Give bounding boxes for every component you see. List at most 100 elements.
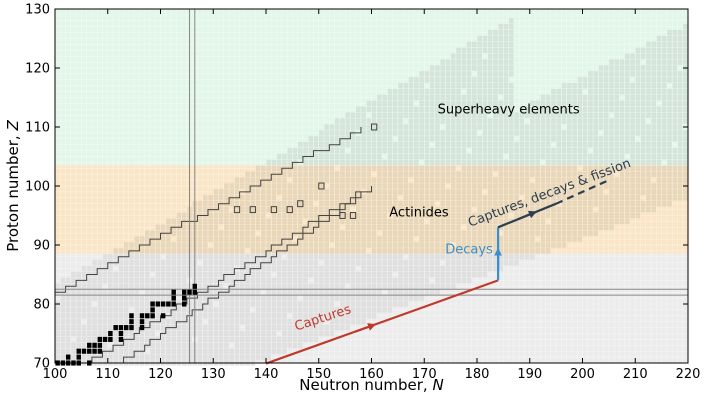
nuclide-cell	[503, 106, 509, 112]
nuclide-cell	[224, 230, 229, 236]
nuclide-cell	[282, 342, 287, 348]
nuclide-cell	[408, 265, 414, 272]
nuclide-cell	[530, 112, 535, 118]
nuclide-cell	[398, 218, 403, 225]
nuclide-cell	[477, 53, 482, 59]
nuclide-cell	[144, 248, 150, 254]
nuclide-cell	[456, 265, 461, 272]
nuclide-cell	[677, 159, 683, 166]
nuclide-cell	[493, 65, 498, 71]
nuclide-cell	[487, 159, 493, 166]
nuclide-cell	[276, 265, 282, 272]
nuclide-cell	[218, 283, 224, 289]
nuclide-cell	[398, 165, 403, 171]
nuclide-cell	[683, 147, 688, 154]
nuclide-cell	[677, 124, 683, 130]
nuclide-cell	[508, 83, 514, 89]
nuclide-cell	[224, 195, 229, 201]
nuclide-cell	[577, 124, 583, 130]
nuclide-cell	[582, 153, 588, 160]
nuclide-cell	[461, 171, 467, 177]
nuclide-cell	[92, 330, 97, 337]
nuclide-cell	[319, 189, 324, 195]
nuclide-cell	[287, 289, 293, 295]
nuclide-cell	[355, 283, 361, 289]
isolated-nuclide	[286, 206, 293, 214]
nuclide-cell	[398, 289, 403, 295]
nuclide-cell	[297, 201, 303, 207]
nuclide-cell	[76, 324, 82, 331]
nuclide-cell	[466, 248, 472, 254]
nuclide-cell	[361, 124, 366, 130]
nuclide-cell	[266, 271, 271, 278]
nuclide-cell	[556, 224, 562, 230]
nuclide-cell	[224, 260, 229, 266]
nuclide-cell	[166, 283, 171, 289]
nuclide-cell	[350, 242, 356, 248]
nuclide-cell	[640, 71, 646, 77]
nuclide-cell	[229, 260, 235, 266]
nuclide-cell	[593, 201, 599, 207]
nuclide-cell	[435, 112, 440, 118]
nuclide-cell	[276, 260, 282, 266]
nuclide-cell	[408, 106, 414, 112]
nuclide-cell	[677, 94, 683, 101]
nuclide-cell	[456, 254, 461, 260]
nuclide-cell	[519, 254, 525, 260]
nuclide-cell	[113, 295, 118, 301]
nuclide-cell	[635, 112, 641, 118]
nuclide-cell	[435, 236, 440, 242]
nuclide-cell	[139, 330, 145, 337]
nuclide-cell	[255, 336, 261, 343]
nuclide-cell	[292, 265, 298, 272]
nuclide-cell	[208, 265, 213, 272]
nuclide-cell	[435, 177, 440, 183]
nuclide-cell	[102, 307, 108, 313]
nuclide-cell	[176, 324, 182, 331]
nuclide-cell	[403, 177, 409, 183]
nuclide-cell	[340, 118, 345, 124]
nuclide-cell	[419, 206, 424, 213]
nuclide-cell	[656, 77, 662, 83]
nuclide-cell	[482, 77, 488, 83]
nuclide-cell	[466, 271, 472, 278]
nuclide-cell	[276, 218, 282, 225]
nuclide-cell	[450, 248, 456, 254]
nuclide-cell	[593, 224, 599, 230]
nuclide-cell	[614, 153, 620, 160]
nuclide-cell	[614, 100, 620, 107]
nuclide-cell	[60, 348, 66, 354]
nuclide-cell	[181, 277, 187, 284]
nuclide-cell	[450, 142, 456, 148]
nuclide-cell	[593, 177, 599, 183]
nuclide-cell	[166, 224, 171, 230]
nuclide-cell	[287, 153, 293, 160]
nuclide-cell	[234, 330, 240, 337]
nuclide-cell	[414, 136, 419, 142]
nuclide-cell	[218, 265, 224, 272]
nuclide-cell	[297, 289, 303, 295]
nuclide-cell	[429, 83, 435, 89]
nuclide-cell	[371, 236, 377, 242]
nuclide-cell	[556, 100, 562, 107]
nuclide-cell	[113, 271, 118, 278]
nuclide-cell	[493, 147, 498, 154]
nuclide-cell	[408, 136, 414, 142]
nuclide-cell	[598, 218, 604, 225]
nuclide-cell	[102, 330, 108, 337]
nuclide-cell	[577, 94, 583, 101]
nuclide-cell	[450, 183, 456, 189]
nuclide-cell	[456, 260, 461, 266]
nuclide-cell	[271, 212, 277, 219]
nuclide-cell	[503, 206, 509, 213]
nuclide-cell	[355, 183, 361, 189]
nuclide-cell	[619, 142, 625, 148]
nuclide-cell	[282, 159, 287, 166]
nuclide-cell	[340, 265, 345, 272]
nuclide-cell	[403, 230, 409, 236]
nuclide-cell	[382, 295, 388, 301]
nuclide-cell	[640, 183, 646, 189]
nuclide-cell	[282, 171, 287, 177]
nuclide-cell	[461, 230, 467, 236]
nuclide-cell	[144, 307, 150, 313]
